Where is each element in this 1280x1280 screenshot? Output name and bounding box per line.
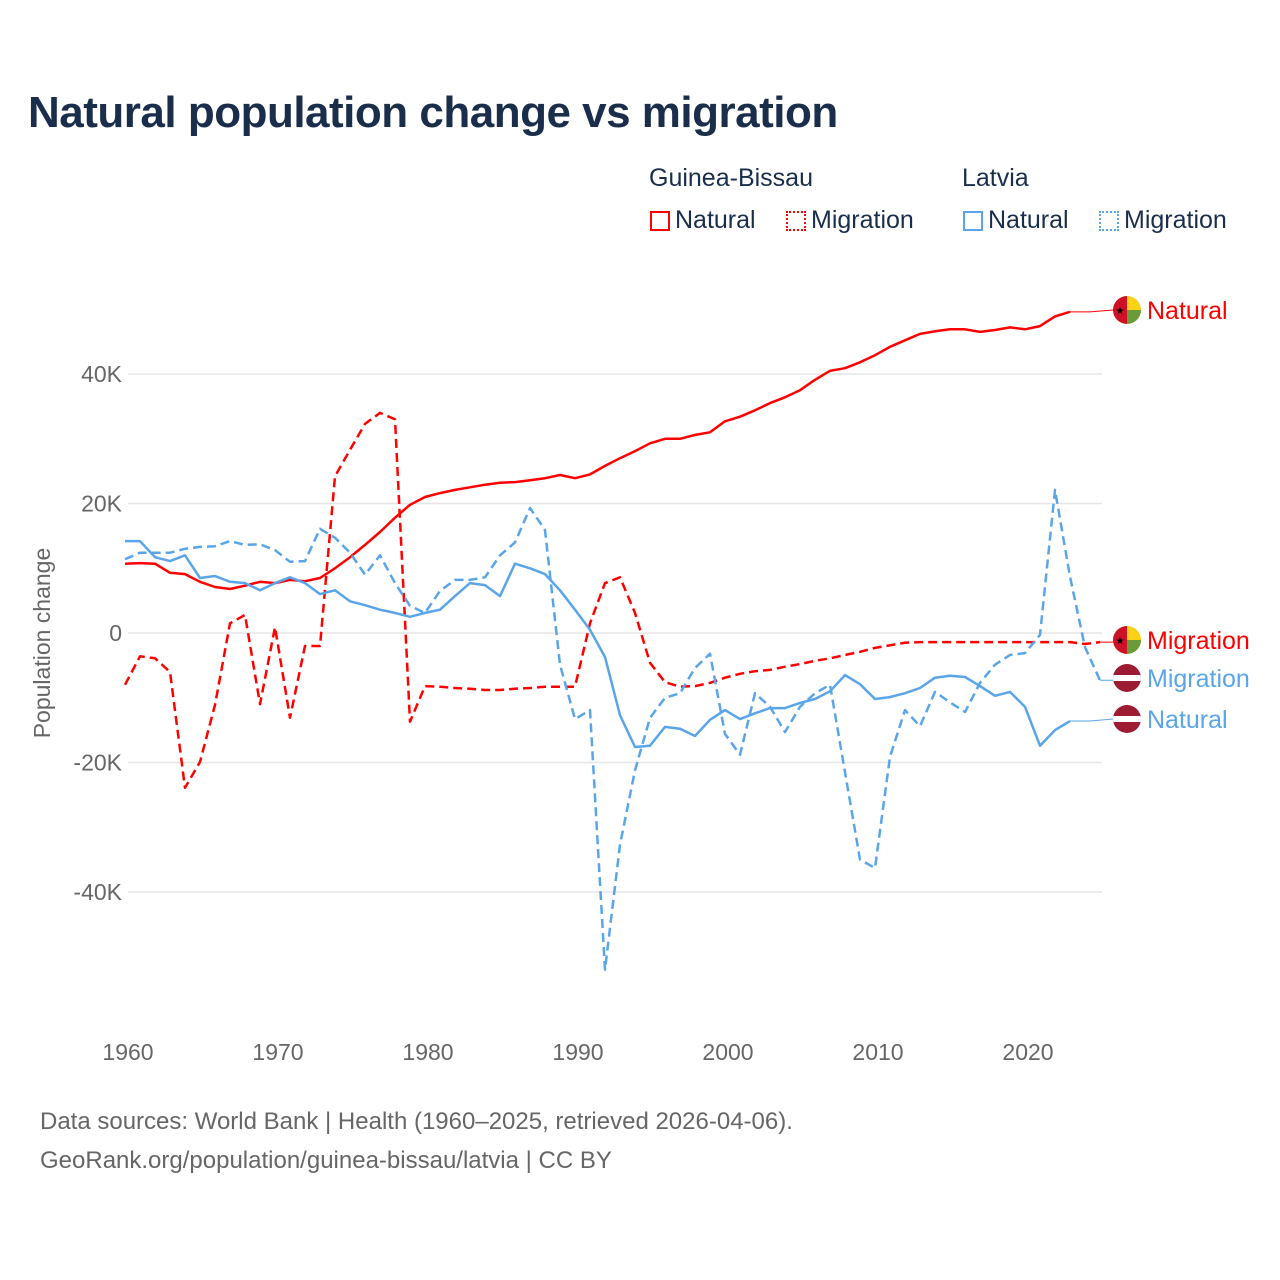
x-tick-label: 1980 <box>402 1039 453 1065</box>
guinea-bissau-flag-icon <box>1113 626 1141 654</box>
series-line-latvia-natural[interactable] <box>125 539 1071 749</box>
leader-line <box>1070 309 1114 313</box>
y-tick-label: 20K <box>81 491 123 517</box>
legend-swatch-dotted-red <box>786 210 806 231</box>
y-tick-label: 0 <box>109 620 122 646</box>
legend-item-gb-natural[interactable]: Natural <box>650 206 756 235</box>
series-end-label: Natural <box>1147 297 1228 325</box>
leader-line <box>1070 718 1114 722</box>
legend-swatch-dotted-blue <box>1099 210 1119 231</box>
x-tick-label: 1990 <box>552 1039 603 1065</box>
legend-label: Natural <box>988 206 1069 234</box>
legend-label: Natural <box>675 206 756 234</box>
y-tick-label: -20K <box>73 750 122 776</box>
legend-swatch-solid-blue <box>963 210 983 231</box>
series-line-guinea-bissau-migration[interactable] <box>123 411 1101 790</box>
x-tick-label: 1960 <box>102 1039 153 1065</box>
legend-group-latvia: Latvia <box>962 164 1029 192</box>
legend-label: Migration <box>811 206 914 234</box>
x-tick-label: 1970 <box>252 1039 303 1065</box>
footer-link[interactable]: GeoRank.org/population/guinea-bissau/lat… <box>40 1147 612 1174</box>
series-end-label: Natural <box>1147 706 1228 734</box>
x-tick-label: 2010 <box>852 1039 903 1065</box>
latvia-flag-icon <box>1113 705 1141 733</box>
y-axis-title: Population change <box>29 548 55 739</box>
legend-item-lv-migration[interactable]: Migration <box>1099 206 1227 235</box>
chart-title: Natural population change vs migration <box>28 88 838 137</box>
x-tick-label: 2000 <box>702 1039 753 1065</box>
latvia-flag-icon <box>1113 664 1141 692</box>
y-tick-label: -40K <box>73 879 122 905</box>
footer-sources: Data sources: World Bank | Health (1960–… <box>40 1108 793 1135</box>
legend-swatch-solid-red <box>650 210 670 231</box>
x-tick-label: 2020 <box>1002 1039 1053 1065</box>
legend-group-guinea-bissau: Guinea-Bissau <box>649 164 813 192</box>
y-tick-label: 40K <box>81 361 123 387</box>
guinea-bissau-flag-icon <box>1113 296 1141 324</box>
legend-label: Migration <box>1124 206 1227 234</box>
series-end-label: Migration <box>1147 665 1250 693</box>
legend-item-lv-natural[interactable]: Natural <box>963 206 1069 235</box>
series-end-label: Migration <box>1147 627 1250 655</box>
series-line-latvia-migration[interactable] <box>124 488 1102 971</box>
legend-item-gb-migration[interactable]: Migration <box>786 206 914 235</box>
